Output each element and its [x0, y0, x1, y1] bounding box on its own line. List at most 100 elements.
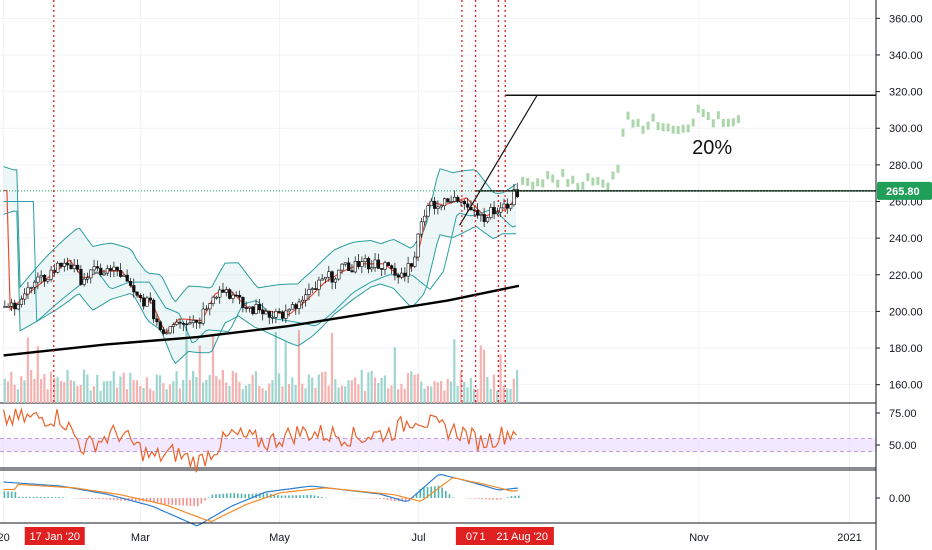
macd-histogram-bar: [288, 495, 290, 498]
candle-body: [36, 276, 40, 283]
volume-bar: [248, 383, 251, 403]
candle-body: [102, 272, 106, 276]
candle-body: [132, 285, 136, 293]
volume-bar: [387, 388, 390, 403]
volume-bar: [39, 378, 43, 403]
rsi-indicator: [0, 407, 876, 473]
candle-body: [145, 297, 149, 307]
projection-candle: [636, 118, 640, 127]
projection-candle: [551, 174, 555, 183]
candle-body: [386, 262, 390, 266]
candle-body: [433, 200, 437, 209]
projection-candle: [701, 109, 705, 118]
projection-candle: [566, 178, 570, 187]
candle-body: [476, 210, 480, 216]
volume-bar: [509, 388, 512, 403]
candle-body: [29, 286, 33, 289]
price-tick-label: 220.00: [889, 270, 923, 282]
macd-histogram-bar: [401, 498, 403, 502]
rsi-pane: [0, 407, 876, 473]
volume-bar: [66, 369, 69, 403]
candle-body: [128, 280, 133, 286]
candle-body: [62, 262, 67, 267]
time-axis[interactable]: 20 Mar May Jul Nov 2021 17 Jan '20 07 1 21 Aug '2…: [0, 522, 876, 545]
volume-bar: [49, 371, 53, 403]
macd-histogram-bar: [415, 492, 418, 498]
candle-body: [135, 291, 139, 296]
price-tick-label: 340.00: [889, 50, 923, 62]
volume-bar: [59, 381, 63, 403]
volume-bar: [406, 373, 410, 403]
macd-histogram-bar: [244, 493, 246, 498]
projection-candle: [661, 123, 665, 132]
volume-bar: [473, 388, 476, 403]
candle-body: [287, 308, 291, 312]
volume-bar: [149, 388, 152, 403]
macd-histogram-bar: [266, 492, 268, 498]
candle-body: [426, 205, 430, 217]
time-tick-label: 2021: [837, 532, 861, 544]
candle-body: [466, 203, 470, 208]
candle-body: [512, 189, 516, 205]
volume-bar: [463, 381, 466, 403]
volume-bar: [354, 377, 357, 403]
price-axis[interactable]: 160.00180.00200.00220.00240.00260.00280.…: [875, 0, 932, 550]
candle-body: [66, 262, 70, 266]
candle-body: [198, 322, 202, 324]
projection-candle: [591, 177, 595, 186]
candle-body: [479, 214, 483, 216]
macd-histogram-bar: [200, 498, 203, 504]
macd-histogram-bar: [404, 498, 407, 502]
macd-histogram-bar: [280, 495, 283, 498]
volume-bar: [132, 380, 135, 403]
macd-histogram-bar: [109, 498, 111, 500]
volume-bar: [125, 389, 129, 403]
volume-bar: [274, 331, 277, 403]
volume-bar: [426, 386, 429, 403]
macd-line: [3, 473, 519, 527]
candle-body: [214, 296, 219, 299]
time-tick-label: Jul: [412, 532, 426, 544]
macd-histogram-bar: [171, 498, 174, 505]
macd-histogram-bar: [113, 498, 115, 500]
date-badge-label: 21 Aug '20: [496, 531, 548, 543]
volume-bar: [469, 378, 472, 403]
candle-body: [42, 275, 47, 282]
volume-bar: [403, 388, 406, 403]
date-badge: 17 Jan '20: [24, 527, 85, 545]
date-badge: 07 1 21 Aug '20: [455, 527, 554, 545]
candle-body: [211, 296, 215, 304]
macd-indicator: [3, 473, 520, 527]
volume-bar: [89, 390, 92, 403]
volume-bar: [92, 386, 96, 403]
macd-histogram-bar: [43, 496, 46, 498]
macd-histogram-bar: [102, 498, 104, 500]
volume-bar: [162, 383, 165, 403]
volume-bar: [228, 385, 231, 403]
projection-candle: [536, 178, 540, 187]
candle-body: [254, 304, 258, 314]
volume-bar: [360, 369, 363, 403]
projection-candle: [611, 171, 615, 180]
macd-pane: [3, 473, 520, 527]
candle-body: [261, 309, 265, 315]
macd-histogram-bar: [47, 496, 49, 498]
candle-body: [347, 262, 351, 271]
candle-body: [39, 275, 43, 278]
macd-histogram-bar: [25, 496, 28, 498]
volume-bar: [208, 375, 211, 403]
candle-body: [19, 298, 24, 305]
macd-histogram-bar: [320, 496, 323, 498]
candle-body: [383, 262, 387, 270]
candle-body: [423, 215, 427, 223]
macd-histogram-bar: [204, 498, 206, 501]
chart-drawings: [0, 94, 876, 226]
volume-bar: [122, 372, 125, 403]
macd-histogram-bar: [131, 498, 133, 502]
candle-body: [314, 288, 318, 290]
volume-bar: [225, 382, 228, 403]
volume-bar: [155, 374, 158, 403]
volume-bar: [311, 377, 314, 403]
volume-bar: [56, 376, 59, 403]
